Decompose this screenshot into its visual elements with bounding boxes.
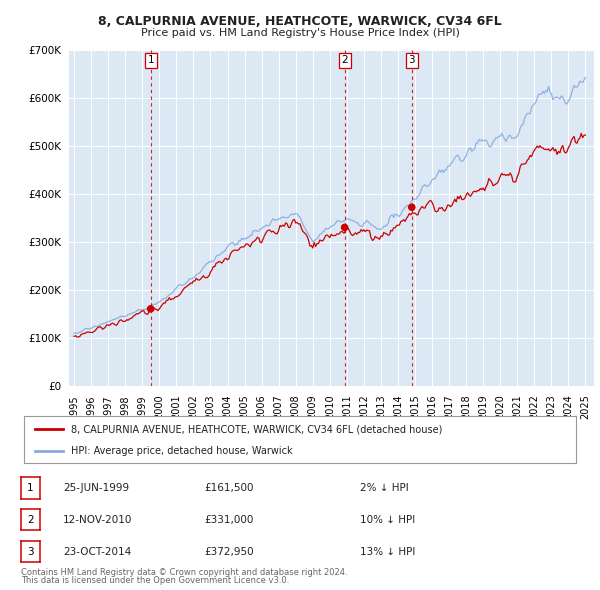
- Point: [146, 304, 155, 313]
- Text: 13% ↓ HPI: 13% ↓ HPI: [360, 547, 415, 556]
- Text: 2: 2: [27, 515, 34, 525]
- Text: 1: 1: [27, 483, 34, 493]
- Text: £161,500: £161,500: [204, 483, 254, 493]
- Text: 2: 2: [341, 55, 348, 65]
- Text: Contains HM Land Registry data © Crown copyright and database right 2024.: Contains HM Land Registry data © Crown c…: [21, 568, 347, 577]
- Text: £331,000: £331,000: [204, 515, 253, 525]
- Text: 25-JUN-1999: 25-JUN-1999: [63, 483, 129, 493]
- Text: HPI: Average price, detached house, Warwick: HPI: Average price, detached house, Warw…: [71, 446, 293, 456]
- Text: This data is licensed under the Open Government Licence v3.0.: This data is licensed under the Open Gov…: [21, 576, 289, 585]
- Text: 10% ↓ HPI: 10% ↓ HPI: [360, 515, 415, 525]
- Point: [407, 202, 416, 212]
- Text: 23-OCT-2014: 23-OCT-2014: [63, 547, 131, 556]
- Text: 3: 3: [409, 55, 415, 65]
- Text: 12-NOV-2010: 12-NOV-2010: [63, 515, 133, 525]
- Text: 1: 1: [148, 55, 154, 65]
- Text: 8, CALPURNIA AVENUE, HEATHCOTE, WARWICK, CV34 6FL: 8, CALPURNIA AVENUE, HEATHCOTE, WARWICK,…: [98, 15, 502, 28]
- Text: Price paid vs. HM Land Registry's House Price Index (HPI): Price paid vs. HM Land Registry's House …: [140, 28, 460, 38]
- Point: [340, 222, 349, 232]
- Text: 2% ↓ HPI: 2% ↓ HPI: [360, 483, 409, 493]
- Text: 3: 3: [27, 547, 34, 556]
- Text: £372,950: £372,950: [204, 547, 254, 556]
- Text: 8, CALPURNIA AVENUE, HEATHCOTE, WARWICK, CV34 6FL (detached house): 8, CALPURNIA AVENUE, HEATHCOTE, WARWICK,…: [71, 424, 442, 434]
